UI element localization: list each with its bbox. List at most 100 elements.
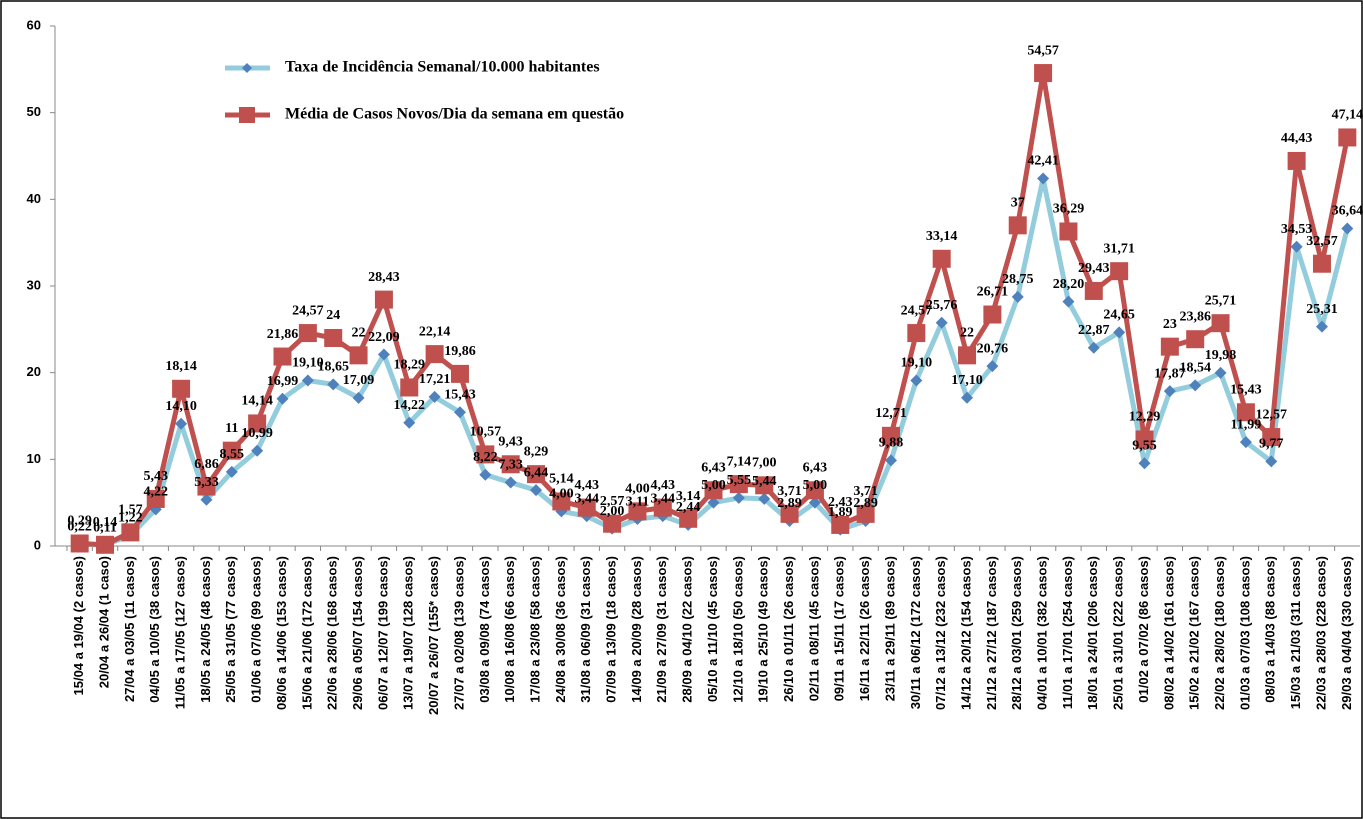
square-marker <box>222 441 241 460</box>
data-label: 25,71 <box>1205 293 1237 308</box>
square-marker <box>1160 337 1179 356</box>
diamond-marker <box>1011 290 1024 303</box>
x-tick-label: 06/07 a 12/07 (199 casos) <box>375 556 390 710</box>
square-marker <box>298 324 317 343</box>
diamond-marker <box>1341 222 1354 235</box>
data-label: 22,14 <box>419 324 451 339</box>
data-label: 22,09 <box>368 330 400 345</box>
data-label: 3,44 <box>574 491 599 506</box>
data-label: 29,43 <box>1078 261 1110 276</box>
data-label: 21,86 <box>267 327 299 342</box>
data-label: 32,57 <box>1306 234 1338 249</box>
data-label: 36,29 <box>1053 202 1085 217</box>
data-label: 17,09 <box>343 373 375 388</box>
square-marker <box>1135 430 1154 449</box>
legend-label: Taxa de Incidência Semanal/10.000 habita… <box>285 59 600 76</box>
data-label: 0,14 <box>93 515 118 530</box>
y-tick-label: 50 <box>27 104 41 119</box>
square-marker <box>1287 151 1306 170</box>
data-label: 16,99 <box>267 374 299 389</box>
square-marker <box>1338 128 1357 147</box>
x-tick-label: 21/12 a 27/12 (187 casos) <box>984 556 999 710</box>
data-label: 5,14 <box>549 472 574 487</box>
x-tick-label: 07/09 a 13/09 (18 casos) <box>604 556 619 703</box>
x-tick-label: 01/02 a 07/02 (86 casos) <box>1136 556 1151 703</box>
diamond-marker <box>961 391 974 404</box>
data-label: 5,00 <box>803 478 828 493</box>
diamond-marker <box>453 406 466 419</box>
data-label: 19,10 <box>292 356 324 371</box>
data-label: 37 <box>1011 196 1025 211</box>
data-label: 0,22 <box>67 519 92 534</box>
square-marker <box>729 475 748 494</box>
diamond-marker <box>1087 341 1100 354</box>
data-label: 18,65 <box>317 360 349 375</box>
data-label: 23 <box>1163 317 1177 332</box>
data-label: 26,71 <box>977 285 1009 300</box>
data-label: 47,14 <box>1332 108 1363 123</box>
data-label: 20,76 <box>977 341 1009 356</box>
square-marker <box>1110 262 1129 281</box>
data-label: 12,29 <box>1129 410 1161 425</box>
x-tick-label: 20/07 a 26/07 (155* casos) <box>426 556 441 715</box>
data-label: 9,77 <box>1259 437 1284 452</box>
x-tick-label: 11/01 a 17/01 (254 casos) <box>1060 556 1075 709</box>
square-marker <box>831 515 850 534</box>
x-tick-label: 28/12 a 03/01 (259 casos) <box>1009 556 1024 710</box>
square-marker <box>552 492 571 511</box>
data-label: 18,54 <box>1179 361 1211 376</box>
diamond-marker <box>479 468 492 481</box>
data-label: 17,87 <box>1154 366 1186 381</box>
diamond-marker <box>1315 320 1328 333</box>
square-marker <box>704 481 723 500</box>
legend-marker <box>239 107 255 123</box>
diamond-marker <box>910 374 923 387</box>
square-marker <box>146 489 165 508</box>
data-label: 28,75 <box>1002 272 1034 287</box>
square-marker <box>96 535 115 554</box>
diamond-marker <box>225 465 238 478</box>
square-marker <box>1084 281 1103 300</box>
square-marker <box>679 509 698 528</box>
data-label: 5,55 <box>727 473 752 488</box>
data-label: 7,33 <box>498 458 523 473</box>
data-label: 31,71 <box>1103 241 1135 256</box>
x-tick-label: 11/05 a 17/05 (127 casos) <box>173 556 188 709</box>
diamond-marker <box>251 444 264 457</box>
diamond-marker <box>1062 295 1075 308</box>
data-label: 33,14 <box>926 229 958 244</box>
data-label: 2,44 <box>676 500 701 515</box>
data-label: 12,57 <box>1256 407 1288 422</box>
data-label: 6,44 <box>524 465 549 480</box>
diamond-marker <box>1239 436 1252 449</box>
data-label: 24,57 <box>292 303 324 318</box>
square-marker <box>856 504 875 523</box>
diamond-marker <box>808 496 821 509</box>
x-tick-label: 20/04 a 26/04 (1 caso) <box>96 556 111 688</box>
data-label: 36,64 <box>1332 204 1363 219</box>
x-tick-label: 31/08 a 06/09 (31 casos) <box>578 556 593 703</box>
x-tick-label: 14/12 a 20/12 (154 casos) <box>958 556 973 710</box>
diamond-marker <box>1214 366 1227 379</box>
data-label: 54,57 <box>1027 43 1059 58</box>
data-label: 3,71 <box>853 484 878 499</box>
data-label: 22 <box>352 326 366 341</box>
square-marker <box>1059 222 1078 241</box>
diamond-marker <box>327 378 340 391</box>
square-marker <box>1186 330 1205 349</box>
data-label: 2,89 <box>853 496 878 511</box>
x-tick-label: 17/08 a 23/08 (58 casos) <box>527 556 542 703</box>
data-label: 8,29 <box>524 444 549 459</box>
data-label: 7,00 <box>752 456 777 471</box>
x-tick-label: 28/09 a 04/10 (22 casos) <box>680 556 695 703</box>
x-tick-label: 15/03 a 21/03 (311 casos) <box>1288 556 1303 709</box>
data-label: 8,22 <box>473 450 498 465</box>
data-label: 1,22 <box>118 511 143 526</box>
x-tick-label: 08/06 a 14/06 (153 casos) <box>274 556 289 710</box>
x-tick-label: 29/06 a 05/07 (154 casos) <box>350 556 365 710</box>
square-marker <box>1211 314 1230 333</box>
diamond-marker <box>732 491 745 504</box>
x-tick-label: 18/05 a 24/05 (48 casos) <box>198 556 213 703</box>
x-tick-label: 24/08 a 30/08 (36 casos) <box>553 556 568 703</box>
square-marker <box>628 502 647 521</box>
